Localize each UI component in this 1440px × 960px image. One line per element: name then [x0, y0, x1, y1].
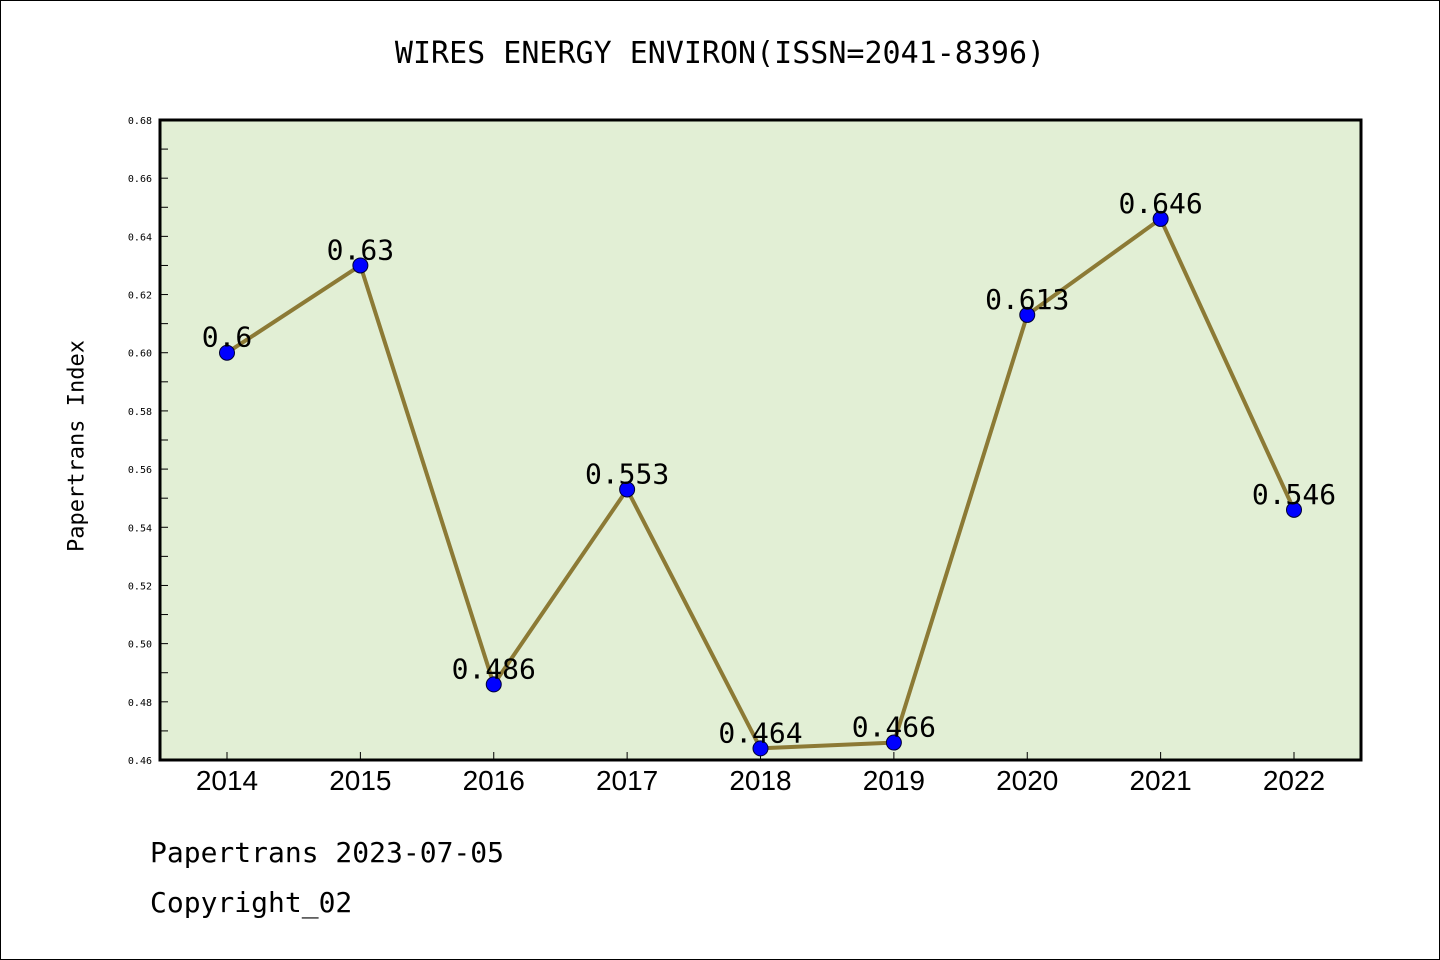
x-tick-label: 2016: [463, 765, 525, 796]
x-tick-label: 2019: [863, 765, 925, 796]
y-tick-label: 0.62: [128, 291, 152, 302]
data-point: [1019, 306, 1036, 323]
footer-date: Papertrans 2023-07-05: [150, 836, 505, 869]
y-tick-label: 0.52: [128, 581, 152, 592]
x-tick-label: 2021: [1129, 765, 1191, 796]
series-markers: [219, 210, 1302, 757]
y-tick-label: 0.54: [128, 523, 152, 534]
x-tick-label: 2014: [196, 765, 258, 796]
y-tick-label: 0.48: [128, 698, 152, 709]
y-tick-label: 0.66: [128, 174, 152, 185]
data-point: [485, 676, 502, 693]
y-tick-label: 0.68: [128, 116, 152, 127]
x-tick-label: 2022: [1263, 765, 1325, 796]
footer-copyright: Copyright_02: [150, 886, 353, 919]
data-point: [1286, 501, 1302, 518]
data-label: 0.486: [452, 652, 536, 685]
y-tick-label: 0.64: [128, 232, 152, 243]
data-point: [885, 734, 902, 751]
data-label: 0.646: [1118, 187, 1202, 220]
data-label: 0.466: [852, 711, 936, 744]
data-label: 0.63: [327, 233, 394, 266]
y-tick-label: 0.46: [128, 756, 152, 767]
data-label: 0.464: [718, 716, 802, 749]
plot-border: [158, 118, 1363, 762]
x-axis: 2014 2015 2016 2017 2018 2019 2020 2021 2022: [196, 752, 1325, 796]
data-labels: 0.6 0.63 0.486 0.553 0.464 0.466 0.613 0.646 0.5…: [202, 187, 1336, 749]
y-tick-label: 0.56: [128, 465, 152, 476]
data-point: [752, 740, 769, 757]
y-axis: 0.46 0.48 0.50 0.52 0.54 0.56 0.58 0.60 0.62 0.64…: [128, 116, 168, 767]
data-point: [1152, 210, 1169, 227]
chart-title: WIRES ENERGY ENVIRON(ISSN=2041-8396): [394, 36, 1046, 71]
x-tick-label: 2018: [729, 765, 791, 796]
data-label: 0.6: [202, 321, 253, 354]
x-tick-label: 2017: [596, 765, 658, 796]
x-tick-label: 2020: [996, 765, 1058, 796]
x-tick-label: 2015: [329, 765, 391, 796]
y-tick-label: 0.58: [128, 407, 152, 418]
data-point: [219, 344, 235, 361]
data-label: 0.553: [585, 457, 669, 490]
y-tick-label: 0.50: [128, 640, 152, 651]
data-label: 0.546: [1252, 478, 1336, 511]
data-point: [619, 481, 636, 498]
y-tick-label: 0.60: [128, 349, 152, 360]
data-label: 0.613: [985, 283, 1069, 316]
data-point: [352, 257, 369, 274]
